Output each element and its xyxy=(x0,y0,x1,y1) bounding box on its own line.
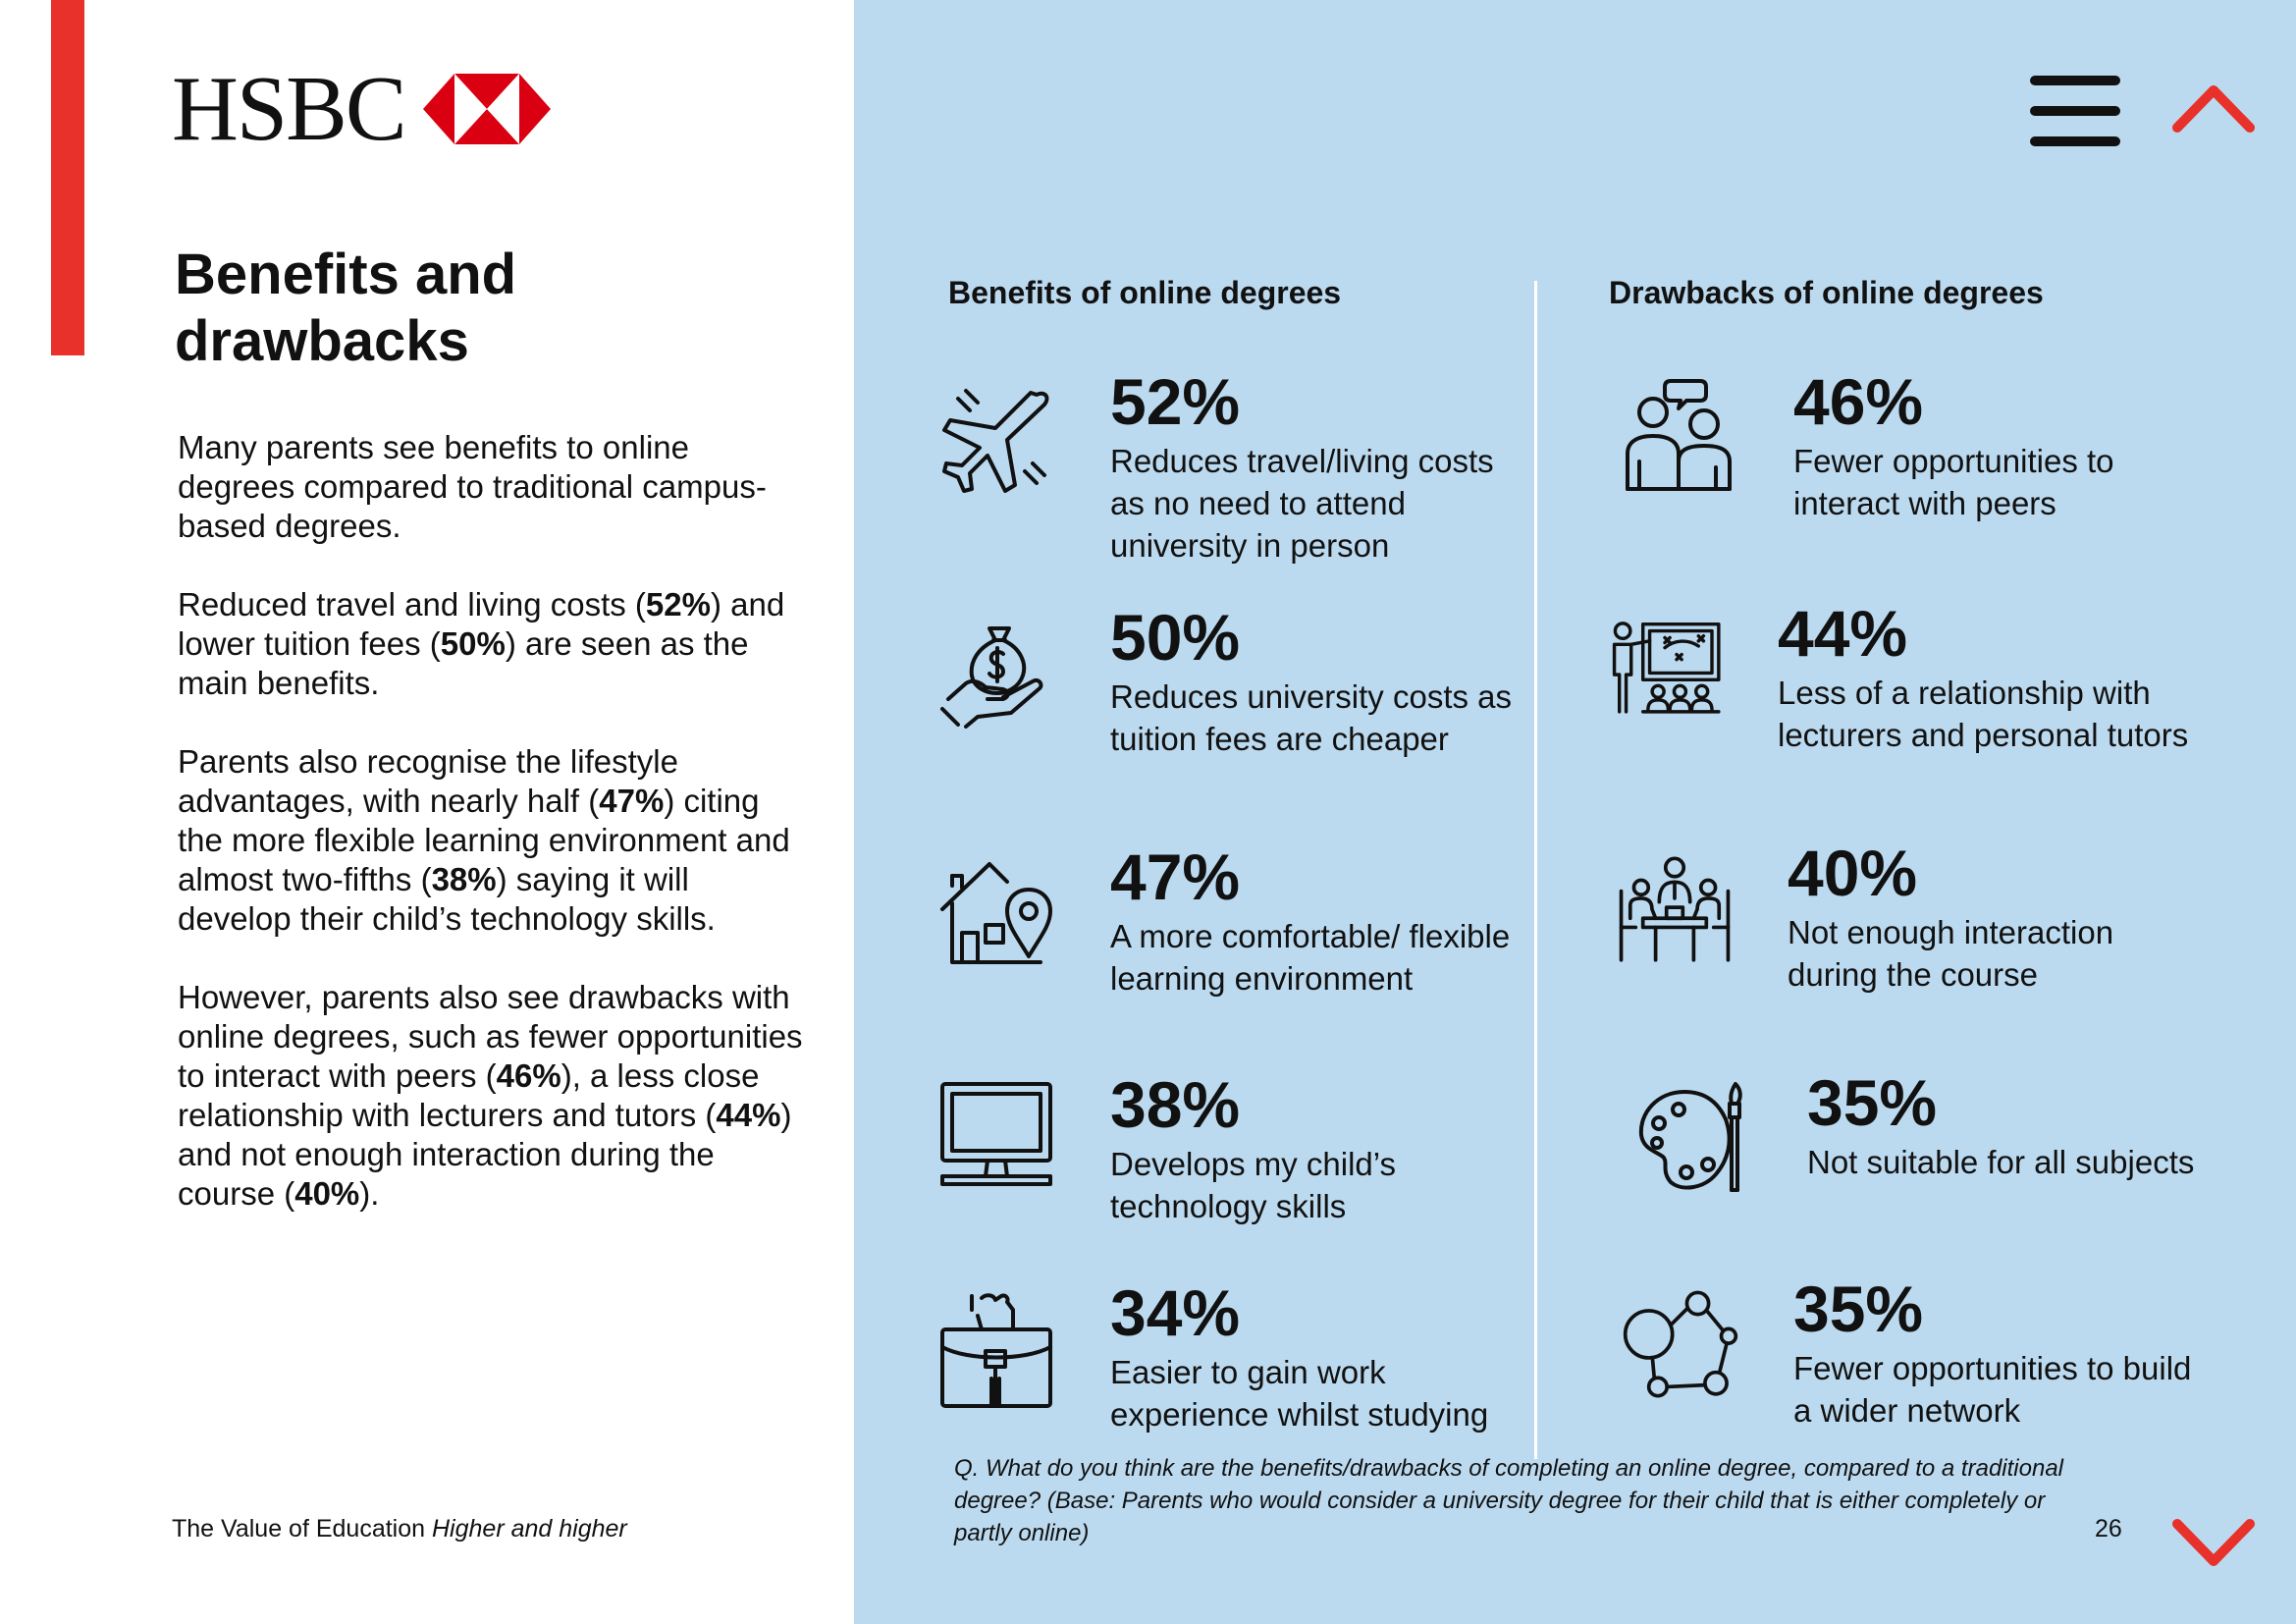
page-title: Benefits and drawbacks xyxy=(175,243,517,373)
two-people-chat-icon xyxy=(1626,379,1732,491)
drawback-percent: 44% xyxy=(1778,597,1908,670)
paragraph-2: Reduced travel and living costs (52%) an… xyxy=(178,586,785,701)
publication-footer: The Value of Education Higher and higher xyxy=(172,1515,627,1543)
stats-panel xyxy=(854,0,2296,1624)
drawback-percent: 40% xyxy=(1788,837,1918,909)
airplane-icon xyxy=(942,389,1049,493)
benefit-percent: 52% xyxy=(1110,365,1241,438)
briefcase-icon xyxy=(940,1293,1052,1408)
benefit-label: A more comfortable/ flexible learning en… xyxy=(1110,918,1511,997)
benefit-label: Easier to gain work experience whilst st… xyxy=(1110,1354,1489,1433)
benefit-percent: 38% xyxy=(1110,1068,1241,1141)
drawback-label: Fewer opportunities to interact with pee… xyxy=(1793,443,2114,521)
drawback-label: Not enough interaction during the course xyxy=(1788,914,2114,993)
benefit-percent: 47% xyxy=(1110,840,1241,913)
benefits-heading: Benefits of online degrees xyxy=(948,275,1342,310)
paragraph-1: Many parents see benefits to online degr… xyxy=(178,429,767,544)
computer-monitor-icon xyxy=(940,1082,1052,1186)
meeting-table-icon xyxy=(1619,856,1731,962)
drawback-label: Not suitable for all subjects xyxy=(1807,1144,2195,1180)
hamburger-menu-icon[interactable] xyxy=(2030,76,2124,146)
hexagon-logo-icon xyxy=(422,74,551,144)
house-location-icon xyxy=(940,862,1052,964)
money-bag-hand-icon xyxy=(940,626,1043,729)
logo-wordmark: HSBC xyxy=(172,58,407,160)
benefit-label: Reduces travel/living costs as no need t… xyxy=(1110,443,1494,564)
survey-footnote: Q. What do you think are the benefits/dr… xyxy=(954,1455,2063,1546)
intro-text: Many parents see benefits to online degr… xyxy=(178,428,806,1253)
hsbc-logo: HSBC xyxy=(172,63,551,155)
drawback-label: Less of a relationship with lecturers an… xyxy=(1778,675,2189,753)
drawbacks-heading: Drawbacks of online degrees xyxy=(1609,275,2044,310)
paint-palette-icon xyxy=(1638,1082,1742,1192)
chevron-down-icon[interactable] xyxy=(2171,1516,2256,1571)
chevron-up-icon[interactable] xyxy=(2171,81,2256,135)
benefit-label: Develops my child’s technology skills xyxy=(1110,1146,1397,1224)
drawback-percent: 46% xyxy=(1793,365,1924,438)
accent-bar xyxy=(51,0,84,355)
drawback-label: Fewer opportunities to build a wider net… xyxy=(1793,1350,2192,1429)
drawback-percent: 35% xyxy=(1807,1066,1938,1139)
page-number: 26 xyxy=(2095,1515,2122,1543)
network-nodes-icon xyxy=(1623,1290,1738,1398)
lecturer-board-icon xyxy=(1612,622,1721,714)
column-divider xyxy=(1534,281,1537,1459)
benefit-percent: 50% xyxy=(1110,601,1241,674)
paragraph-3: Parents also recognise the lifestyle adv… xyxy=(178,743,790,937)
benefit-percent: 34% xyxy=(1110,1276,1241,1349)
benefit-label: Reduces university costs as tuition fees… xyxy=(1110,678,1513,757)
paragraph-4: However, parents also see drawbacks with… xyxy=(178,979,803,1212)
drawback-percent: 35% xyxy=(1793,1272,1924,1345)
